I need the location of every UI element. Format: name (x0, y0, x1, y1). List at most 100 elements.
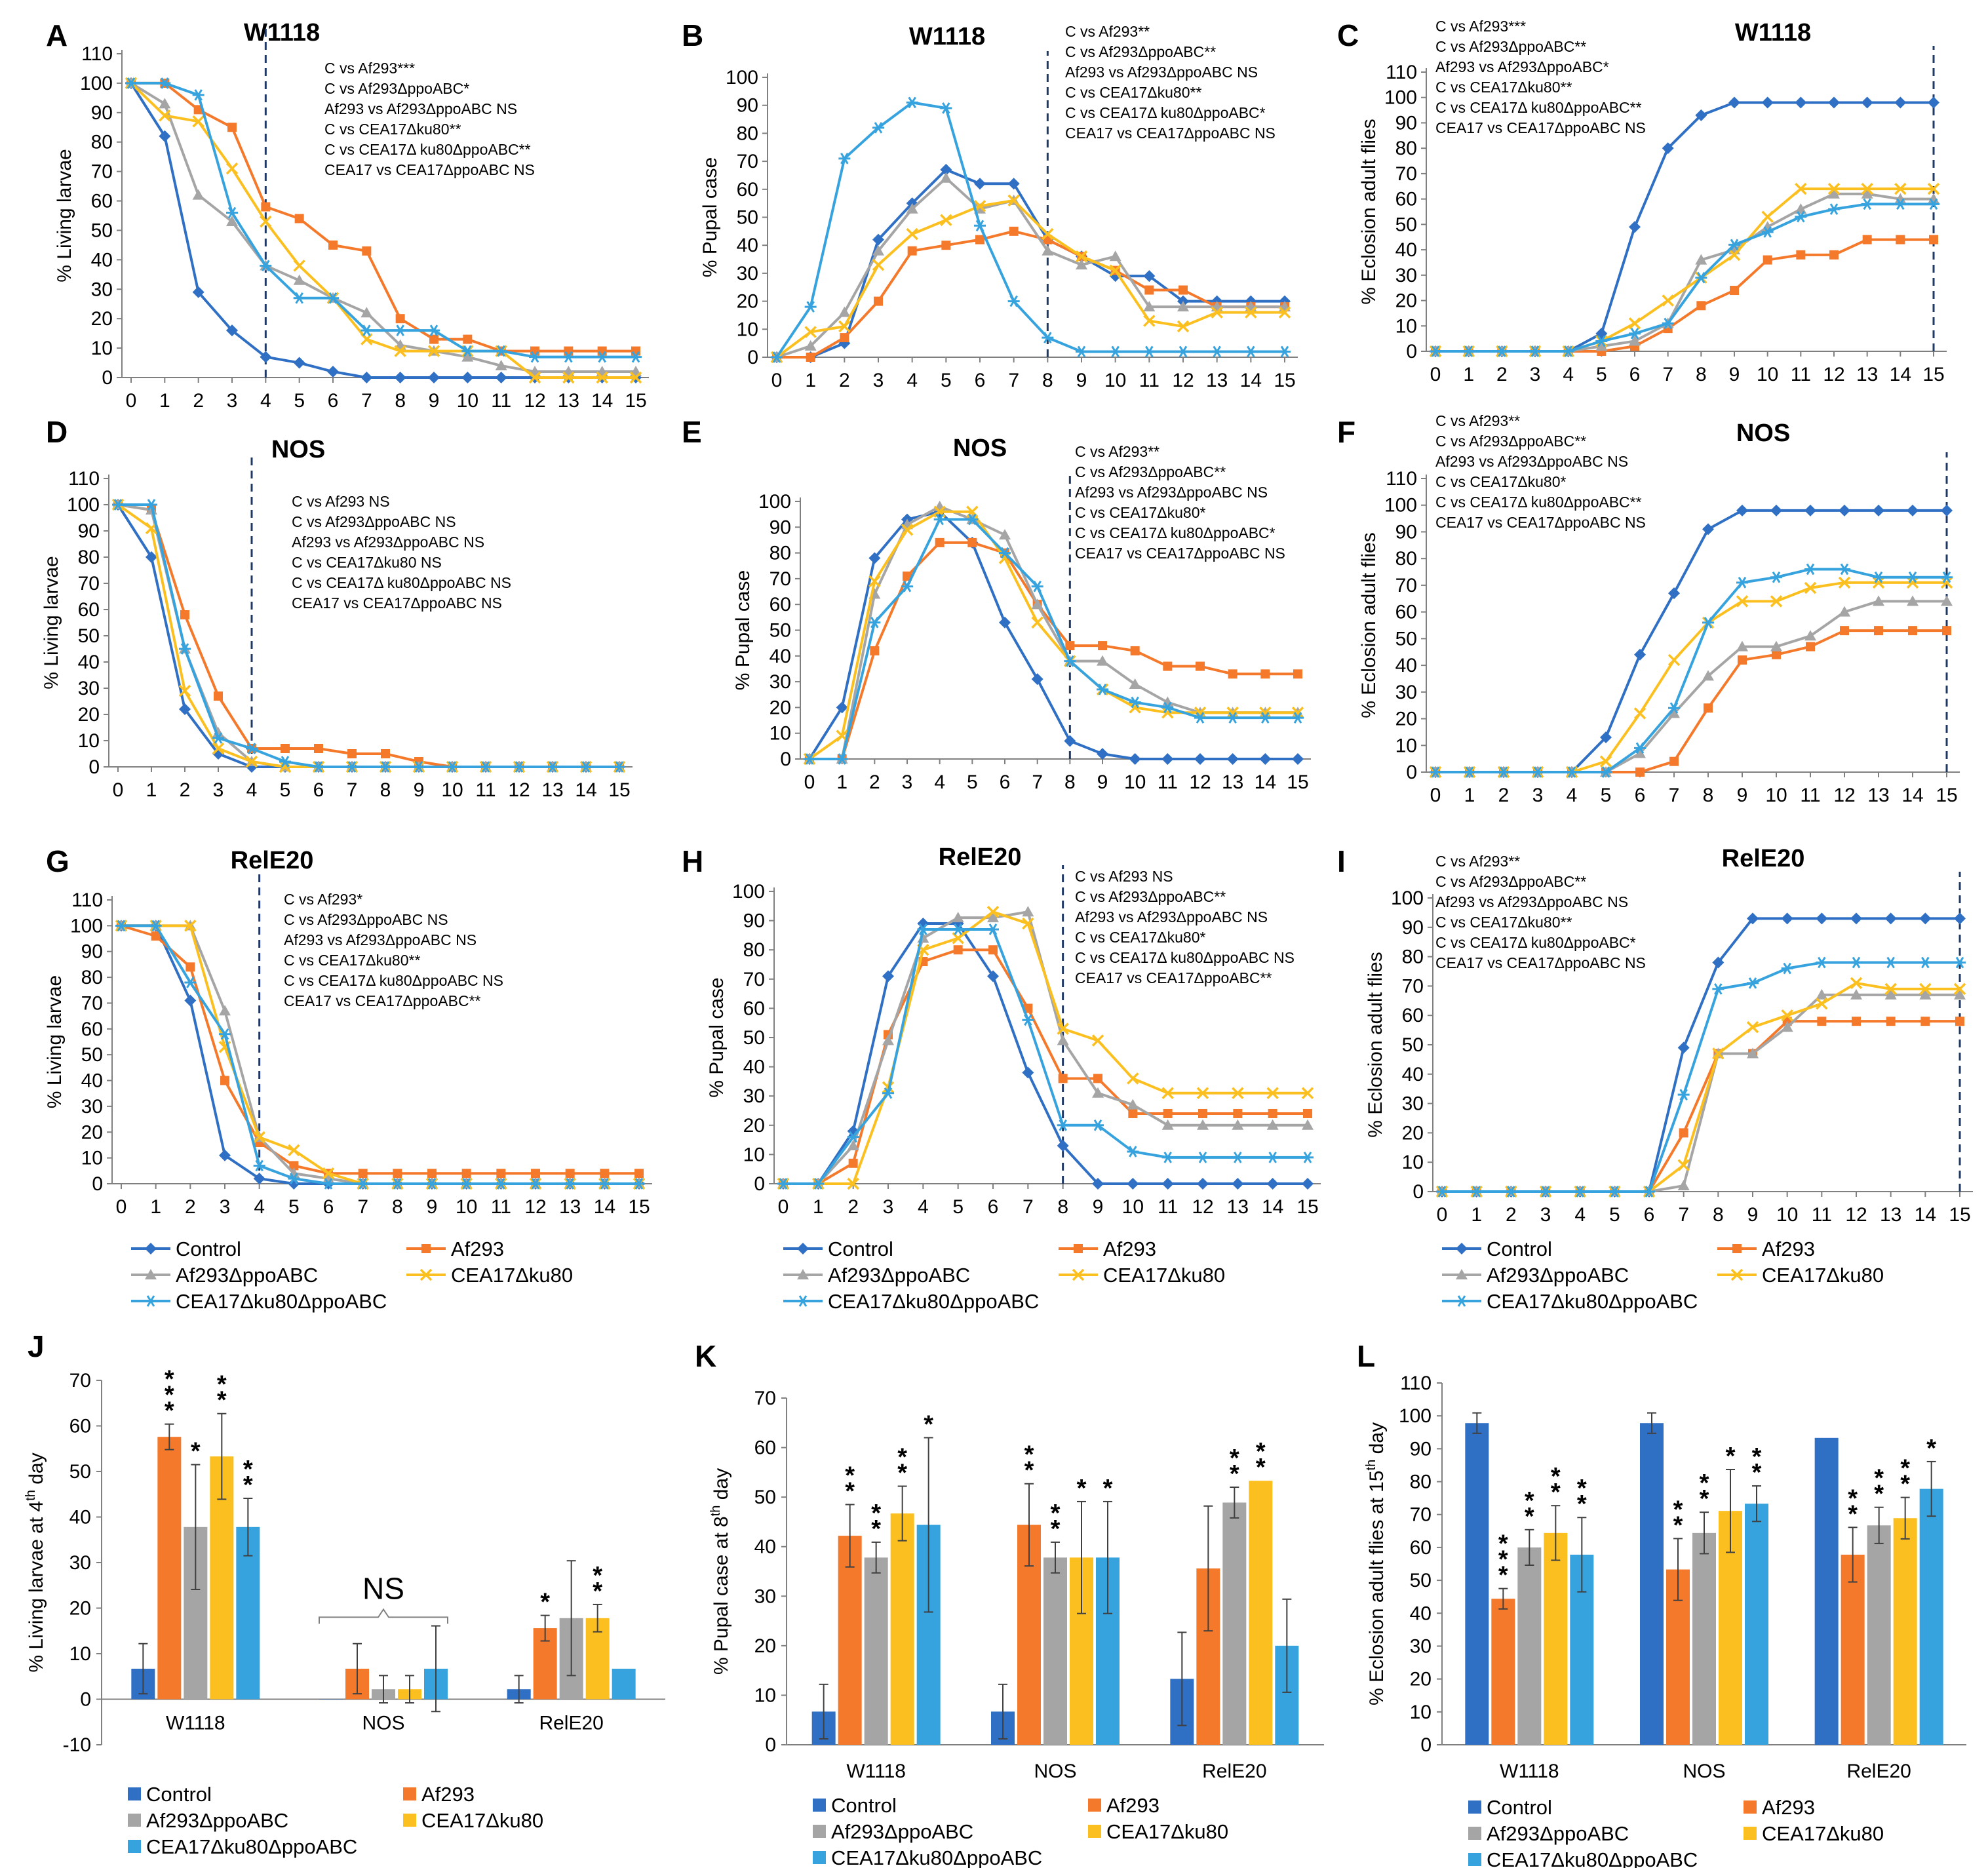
series-line-4 (131, 81, 636, 359)
y-tick-label: 30 (754, 1586, 776, 1607)
data-point (874, 296, 883, 306)
star-glyph: * (1051, 1500, 1061, 1527)
legend-label: CEA17Δku80 (451, 1264, 573, 1287)
data-point (847, 1140, 859, 1151)
data-point (225, 162, 239, 175)
data-point (1058, 1074, 1068, 1083)
stat-annotation: C vs CEA17Δku80* (1075, 929, 1206, 946)
data-point (1529, 345, 1541, 357)
legend-label: CEA17Δku80 (1103, 1264, 1225, 1287)
legend-label: Af293 (1762, 1237, 1815, 1260)
star-glyph: * (1498, 1530, 1508, 1558)
y-tick-label: 100 (726, 67, 758, 88)
data-point (1279, 345, 1291, 358)
y-axis-label: % Eclosion adult flies (1365, 952, 1386, 1137)
data-point (1643, 1186, 1655, 1197)
stat-annotation: C vs Af293ΔppoABC NS (292, 513, 456, 530)
y-tick-label: 90 (1395, 112, 1417, 134)
significance-stars: * * (1673, 1496, 1683, 1539)
data-point (547, 761, 558, 773)
legend-label: CEA17Δku80 (1762, 1822, 1884, 1845)
x-tick-label: 14 (1890, 364, 1911, 385)
x-tick-label: 2 (193, 390, 204, 412)
panel-letter: B (682, 18, 703, 52)
x-tick-label: 12 (508, 779, 530, 801)
data-point (1233, 1108, 1243, 1118)
y-axis-label-tail: day (26, 1452, 47, 1490)
data-point (192, 115, 205, 128)
legend-label: Control (1487, 1237, 1552, 1260)
data-point (1763, 255, 1772, 265)
y-tick-label: 90 (78, 520, 100, 542)
data-point (987, 924, 999, 935)
data-point (906, 203, 918, 214)
series-line-1 (783, 948, 1308, 1185)
x-tick-label: 7 (1669, 785, 1680, 806)
data-point (246, 743, 258, 754)
y-tick-label: 90 (770, 516, 791, 538)
legend-marker (145, 1269, 157, 1279)
legend-swatch (128, 1840, 141, 1853)
data-point (1197, 1119, 1209, 1130)
data-point (1007, 194, 1020, 207)
x-tick-label: 11 (475, 779, 496, 801)
data-point (1894, 96, 1907, 109)
x-tick-label: 10 (1124, 771, 1146, 793)
data-point (219, 1005, 231, 1016)
data-point (1873, 595, 1884, 606)
legend-label: CEA17Δku80 (1762, 1264, 1884, 1287)
stat-annotation: C vs Af293ΔppoABC** (1075, 463, 1226, 480)
y-tick-label: 30 (69, 1552, 91, 1574)
data-point (967, 537, 977, 547)
x-tick-label: 11 (491, 1196, 511, 1218)
star-glyph: * (1498, 1562, 1508, 1589)
data-point (838, 306, 851, 317)
y-tick-label: 110 (1386, 468, 1417, 490)
data-point (1679, 1128, 1688, 1138)
data-point (1919, 983, 1932, 996)
stat-annotation: C vs Af293ΔppoABC** (1075, 888, 1226, 905)
data-point (1109, 345, 1121, 358)
x-tick-label: 14 (1240, 370, 1262, 391)
data-point (184, 920, 197, 932)
data-point (1232, 1152, 1244, 1163)
y-tick-label: 30 (1402, 1093, 1424, 1115)
data-point (804, 340, 817, 351)
data-point (214, 691, 223, 701)
data-point (1301, 1087, 1314, 1099)
data-point (953, 945, 963, 955)
significance-stars: * * (1230, 1445, 1239, 1488)
y-tick-label: 40 (1410, 1603, 1432, 1624)
panel-letter: F (1337, 415, 1355, 449)
data-point (1669, 756, 1679, 766)
y-tick-label: 30 (81, 1096, 103, 1118)
data-point (1629, 328, 1641, 340)
data-point (565, 1169, 575, 1178)
stat-annotation: CEA17 vs CEA17ΔppoABC NS (324, 161, 535, 178)
data-point (1562, 345, 1574, 357)
y-axis-label: % Pupal case (699, 157, 721, 277)
data-point (988, 945, 998, 955)
stat-annotation: Af293 vs Af293ΔppoABC NS (324, 100, 517, 117)
data-point (1042, 332, 1054, 343)
ns-label: NS (362, 1571, 404, 1605)
star-glyph: * (1726, 1443, 1736, 1470)
y-tick-label: 40 (743, 1057, 765, 1078)
x-tick-label: 2 (1498, 785, 1510, 806)
data-point (1829, 250, 1839, 260)
data-point (1919, 956, 1932, 969)
data-point (180, 610, 189, 619)
significance-stars: * * (1525, 1487, 1534, 1530)
x-tick-label: 4 (254, 1196, 265, 1218)
data-point (1595, 340, 1608, 351)
star-glyph: * (1051, 1515, 1061, 1543)
data-point (836, 701, 848, 714)
category-label: W1118 (846, 1761, 906, 1782)
x-tick-label: 4 (246, 779, 258, 801)
x-tick-label: 12 (1845, 1204, 1867, 1226)
y-tick-label: 10 (69, 1643, 91, 1665)
chart-title: W1118 (244, 19, 320, 47)
x-tick-label: 4 (1563, 364, 1574, 385)
legend-swatch (403, 1814, 416, 1827)
